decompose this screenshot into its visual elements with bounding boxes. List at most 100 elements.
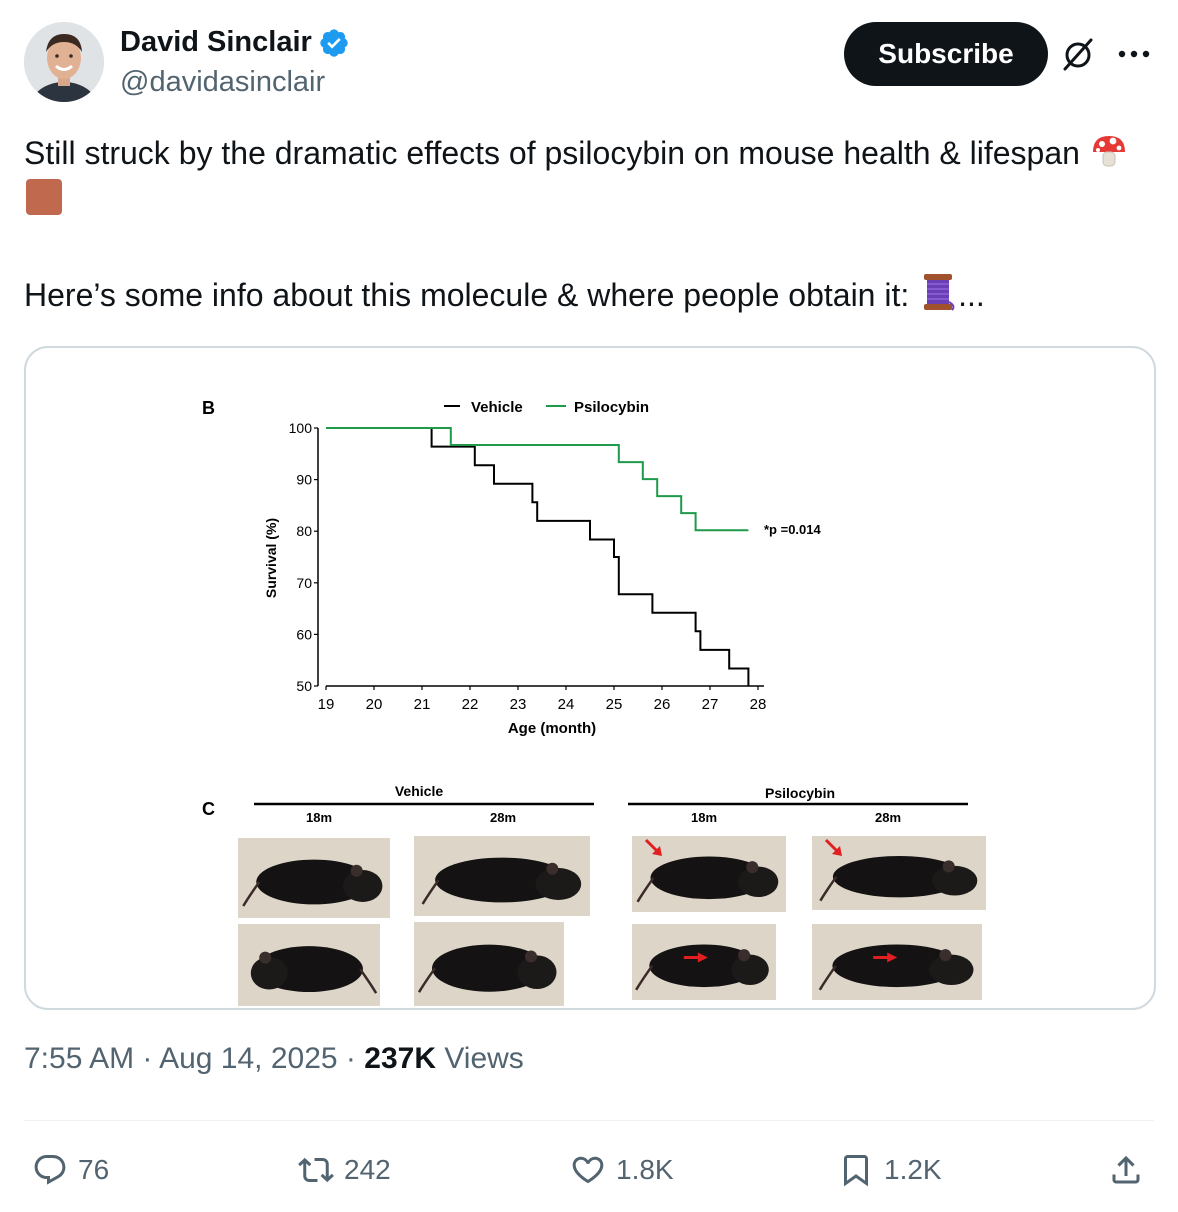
x-axis-label: Age (month) — [508, 720, 596, 737]
series-line-psilocybin — [326, 427, 749, 532]
legend-psilocybin-label: Psilocybin — [574, 399, 649, 416]
chart-series — [326, 427, 750, 686]
mouse-body — [832, 944, 962, 988]
author-name[interactable]: David Sinclair — [120, 26, 312, 58]
like-count: 1.8K — [616, 1154, 674, 1185]
red-arrowhead-icon — [652, 846, 662, 856]
more-dots-icon[interactable] — [1114, 34, 1154, 74]
views-count: 237K — [364, 1042, 436, 1075]
verified-badge-icon[interactable] — [318, 27, 350, 59]
share-button[interactable] — [1108, 1146, 1144, 1194]
mouse-photo-grid — [238, 836, 986, 1006]
mouse-photo — [414, 922, 564, 1006]
psilocybin-group-label: Psilocybin — [765, 785, 835, 801]
chart-axes: 50 60 70 80 90 100 19 20 21 22 23 24 25 26 27 28 — [289, 420, 767, 713]
author-handle[interactable]: @davidasinclair — [120, 66, 326, 98]
bookmark-count: 1.2K — [884, 1154, 942, 1185]
avatar-photo — [24, 22, 104, 102]
mouse-ear — [746, 861, 759, 874]
y-tick-label: 80 — [296, 523, 312, 539]
mouse-tail — [635, 965, 654, 991]
mouse-ear — [350, 864, 363, 877]
mouse-body — [832, 855, 966, 898]
meta-separator-2: · — [337, 1042, 365, 1075]
brown-square-emoji-icon — [26, 179, 62, 215]
mouse-photo — [238, 924, 380, 1006]
tweet-meta: 7:55 AM · Aug 14, 2025 · 237K Views — [24, 1042, 524, 1076]
y-tick-label: 70 — [296, 575, 312, 591]
mouse-head — [738, 866, 779, 897]
thread-spool-emoji-icon — [924, 274, 955, 311]
x-tick-label: 27 — [702, 696, 719, 713]
x-tick-label: 21 — [414, 696, 431, 713]
subscribe-button[interactable]: Subscribe — [844, 22, 1048, 86]
repost-button[interactable]: 242 — [298, 1146, 391, 1194]
y-tick-label: 100 — [289, 420, 313, 436]
legend-vehicle-label: Vehicle — [471, 399, 523, 416]
tweet-date[interactable]: Aug 14, 2025 — [159, 1042, 338, 1075]
mouse-tail — [359, 968, 378, 994]
mouse-body — [435, 857, 569, 903]
vehicle-28m-label: 28m — [490, 810, 516, 825]
mouse-ear — [738, 949, 751, 962]
mouse-head — [517, 955, 557, 989]
mouse-head — [250, 956, 288, 990]
like-button[interactable]: 1.8K — [570, 1146, 674, 1194]
tweet-paragraph-2: Here’s some info about this molecule & w… — [24, 272, 1144, 319]
x-tick-label: 25 — [606, 696, 623, 713]
mouse-body — [256, 859, 372, 905]
views-label: Views — [435, 1042, 524, 1075]
x-tick-label: 20 — [366, 696, 383, 713]
p-value-annotation: *p =0.014 — [764, 522, 822, 537]
mouse-ear — [259, 951, 272, 964]
avatar[interactable] — [24, 22, 104, 102]
tweet-time[interactable]: 7:55 AM — [24, 1042, 135, 1075]
mouse-photo — [238, 838, 390, 918]
media-card[interactable]: B Vehicle Psilocybin 50 60 70 80 90 100 19 20 21… — [24, 346, 1156, 1010]
red-arrowhead-icon — [887, 952, 898, 963]
mouse-tail — [819, 875, 838, 902]
panel-b-label: B — [202, 398, 215, 418]
mouse-body — [432, 944, 546, 992]
mouse-head — [929, 954, 974, 985]
divider — [24, 1120, 1154, 1121]
y-tick-label: 60 — [296, 626, 312, 642]
mouse-tail — [417, 967, 437, 993]
share-icon — [1112, 1155, 1140, 1184]
mouse-head — [342, 870, 383, 902]
reply-count: 76 — [78, 1154, 110, 1185]
repost-count: 242 — [344, 1154, 391, 1185]
mouse-head — [731, 954, 769, 985]
heart-icon — [572, 1156, 604, 1184]
reply-icon — [34, 1155, 66, 1185]
mouse-ear — [525, 950, 537, 963]
y-tick-label: 50 — [296, 678, 312, 694]
vehicle-group-label: Vehicle — [395, 783, 443, 799]
mouse-body — [649, 944, 759, 988]
x-tick-label: 28 — [750, 696, 767, 713]
red-arrowhead-icon — [832, 846, 842, 856]
panel-c-psilocybin-group: Psilocybin 18m 28m — [628, 785, 968, 825]
psilocybin-28m-label: 28m — [875, 810, 901, 825]
mouse-head — [932, 865, 978, 896]
tweet-line-2: Here’s some info about this molecule & w… — [24, 277, 910, 313]
grok-icon[interactable] — [1060, 36, 1096, 72]
mouse-head — [535, 868, 582, 900]
x-tick-label: 19 — [318, 696, 335, 713]
mouse-photo — [812, 836, 986, 910]
mouse-photo — [632, 836, 786, 912]
tweet-paragraph-1: Still struck by the dramatic effects of … — [24, 130, 1144, 224]
mouse-ear — [546, 862, 559, 875]
red-arrowhead-icon — [697, 952, 708, 963]
mouse-ear — [942, 860, 955, 873]
mouse-tail — [242, 881, 261, 907]
vehicle-18m-label: 18m — [306, 810, 332, 825]
bookmark-button[interactable]: 1.2K — [838, 1146, 942, 1194]
mouse-tail — [421, 879, 440, 905]
reply-button[interactable]: 76 — [32, 1146, 109, 1194]
meta-separator-1: · — [134, 1042, 160, 1075]
x-tick-label: 26 — [654, 696, 671, 713]
figure-image: B Vehicle Psilocybin 50 60 70 80 90 100 19 20 21… — [202, 398, 986, 1006]
panel-c-label: C — [202, 799, 215, 819]
bookmark-icon — [844, 1155, 868, 1187]
